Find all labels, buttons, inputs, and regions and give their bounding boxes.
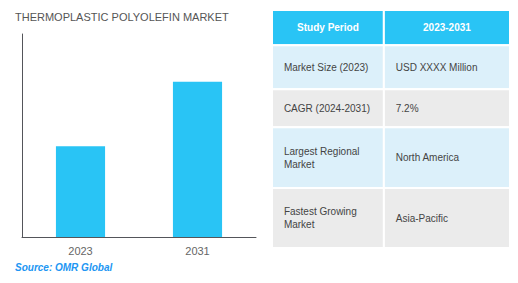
svg-text:7.2%: 7.2% [396, 103, 419, 114]
svg-text:Market: Market [284, 159, 315, 170]
svg-text:Fastest Growing: Fastest Growing [284, 206, 357, 217]
svg-text:2031: 2031 [185, 245, 209, 257]
svg-text:North America: North America [396, 152, 460, 163]
svg-text:2023-2031: 2023-2031 [423, 22, 471, 33]
svg-text:Market: Market [284, 219, 315, 230]
svg-text:Market Size (2023): Market Size (2023) [284, 62, 368, 73]
svg-text:Source: OMR Global: Source: OMR Global [15, 262, 112, 273]
svg-text:Asia-Pacific: Asia-Pacific [396, 213, 448, 224]
svg-text:USD XXXX Million: USD XXXX Million [396, 62, 478, 73]
svg-text:Largest Regional: Largest Regional [284, 146, 360, 157]
svg-text:THERMOPLASTIC POLYOLEFIN MARKE: THERMOPLASTIC POLYOLEFIN MARKET [15, 11, 229, 23]
svg-text:CAGR (2024-2031): CAGR (2024-2031) [284, 103, 370, 114]
svg-text:Study Period: Study Period [297, 22, 359, 33]
svg-text:2023: 2023 [68, 245, 92, 257]
